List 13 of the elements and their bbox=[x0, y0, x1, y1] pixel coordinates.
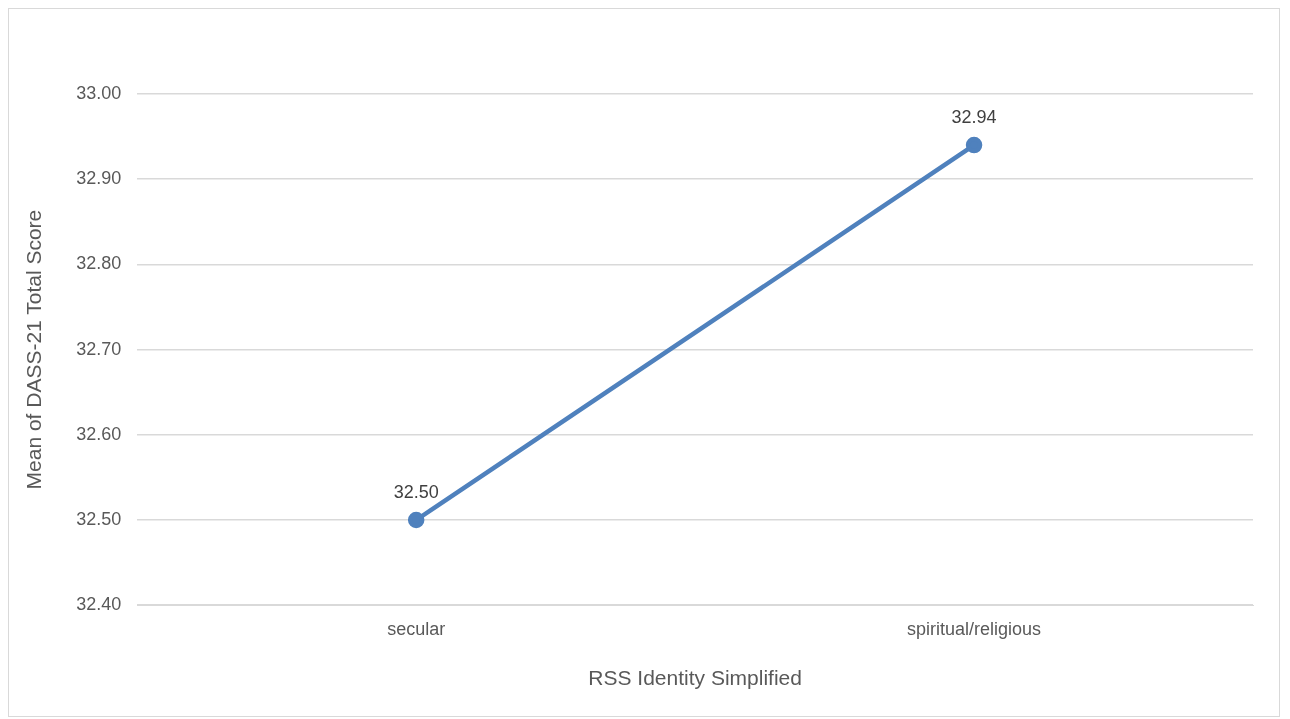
x-axis-title: RSS Identity Simplified bbox=[588, 666, 802, 690]
data-label: 32.94 bbox=[951, 107, 997, 128]
x-tick-label: secular bbox=[387, 618, 446, 639]
y-tick-label: 32.90 bbox=[76, 168, 122, 189]
y-tick-label: 32.70 bbox=[76, 338, 122, 359]
y-axis-title: Mean of DASS-21 Total Score bbox=[22, 209, 46, 490]
y-tick-label: 32.50 bbox=[76, 508, 122, 529]
y-tick-label: 32.60 bbox=[76, 423, 122, 444]
y-tick-label: 33.00 bbox=[76, 82, 122, 103]
y-tick-label: 32.40 bbox=[76, 594, 122, 615]
data-label: 32.50 bbox=[393, 481, 439, 502]
x-tick-label: spiritual/religious bbox=[907, 618, 1042, 639]
y-tick-label: 32.80 bbox=[76, 253, 122, 274]
